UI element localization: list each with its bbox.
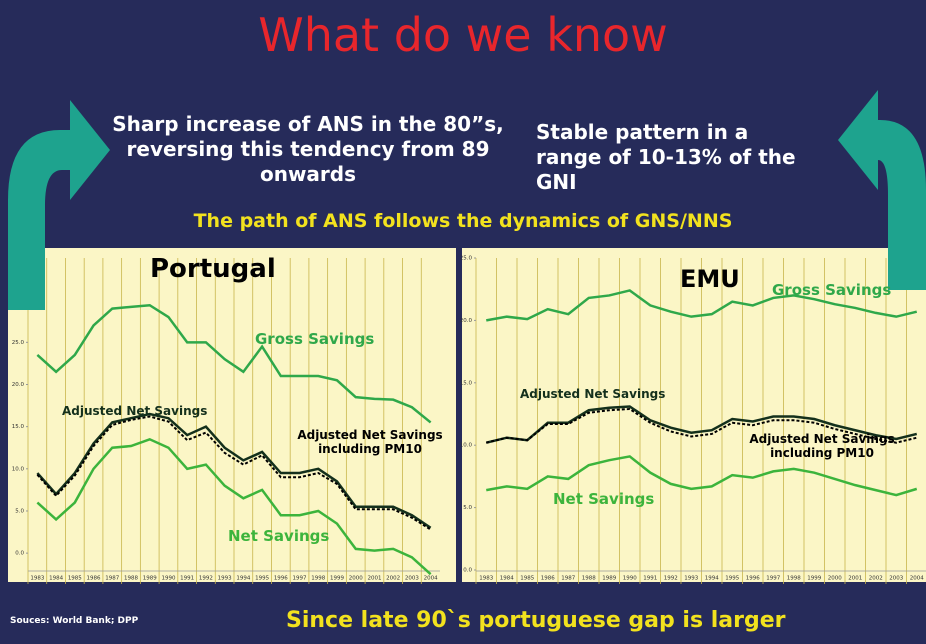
title: What do we know — [258, 8, 668, 62]
x-tick-label: 1983 — [30, 576, 44, 582]
x-tick-label: 1991 — [643, 576, 657, 582]
y-tick-label: 25.0 — [460, 256, 473, 262]
x-tick-label: 1995 — [255, 576, 269, 582]
series-label: Adjusted Net Savings including PM10 — [749, 432, 895, 460]
x-tick-label: 1992 — [199, 576, 213, 582]
series-label: Gross Savings — [255, 330, 375, 348]
x-tick-label: 1999 — [807, 576, 821, 582]
y-tick-label: 10.0 — [12, 466, 25, 472]
x-tick-label: 1996 — [274, 576, 288, 582]
series-label: Adjusted Net Savings — [62, 404, 208, 418]
x-tick-label: 1985 — [68, 576, 82, 582]
source: Souces: World Bank; DPP — [10, 616, 139, 626]
y-tick-label: 20.0 — [460, 318, 473, 324]
y-tick-label: 0.0 — [463, 568, 472, 574]
x-tick-label: 2003 — [889, 576, 903, 582]
x-tick-label: 1986 — [87, 576, 101, 582]
x-tick-label: 2001 — [848, 576, 862, 582]
series-label: Adjusted Net Savings — [520, 387, 666, 401]
series-line — [36, 415, 432, 531]
x-tick-label: 1997 — [766, 576, 780, 582]
x-tick-label: 1990 — [623, 576, 637, 582]
series-line — [36, 437, 432, 576]
series-label: Net Savings — [228, 527, 330, 545]
series-label: Net Savings — [553, 490, 655, 508]
x-tick-label: 1997 — [293, 576, 307, 582]
x-tick-label: 2000 — [349, 576, 363, 582]
conclusion: Since late 90`s portuguese gap is larger — [286, 608, 786, 633]
x-tick-label: 1992 — [664, 576, 678, 582]
x-tick-label: 1984 — [49, 576, 63, 582]
left-note: Sharp increase of ANS in the 80”s, rever… — [112, 112, 504, 186]
x-tick-label: 1989 — [602, 576, 616, 582]
x-tick-label: 1987 — [105, 576, 119, 582]
x-tick-label: 1985 — [520, 576, 534, 582]
x-tick-label: 2004 — [910, 576, 924, 582]
x-tick-label: 2004 — [424, 576, 438, 582]
highlight: The path of ANS follows the dynamics of … — [193, 210, 733, 232]
panel — [462, 248, 926, 582]
x-tick-label: 1998 — [787, 576, 801, 582]
chart-title: EMU — [680, 265, 740, 293]
y-tick-label: 15.0 — [12, 424, 25, 430]
x-tick-label: 1988 — [582, 576, 596, 582]
x-tick-label: 2001 — [367, 576, 381, 582]
series-line — [486, 455, 918, 497]
y-tick-label: 25.0 — [12, 340, 25, 346]
x-tick-label: 1993 — [218, 576, 232, 582]
arrow — [8, 100, 110, 310]
y-tick-label: 5.0 — [15, 508, 24, 514]
x-tick-label: 1988 — [124, 576, 138, 582]
y-tick-label: 20.0 — [12, 382, 25, 388]
series-label: Gross Savings — [772, 281, 892, 299]
y-tick-label: 5.0 — [463, 505, 472, 511]
series-line — [486, 407, 917, 444]
arrow — [838, 90, 926, 290]
y-tick-label: 0.0 — [15, 551, 24, 557]
x-tick-label: 1989 — [143, 576, 157, 582]
x-tick-label: 1995 — [725, 576, 739, 582]
chart-title: Portugal — [150, 254, 276, 284]
series-line — [36, 303, 432, 424]
x-tick-label: 1986 — [541, 576, 555, 582]
series-line — [36, 412, 432, 529]
series-label: Adjusted Net Savings including PM10 — [297, 428, 443, 456]
x-tick-label: 1999 — [330, 576, 344, 582]
x-tick-label: 1994 — [236, 576, 250, 582]
x-tick-label: 1983 — [479, 576, 493, 582]
x-tick-label: 2002 — [386, 576, 400, 582]
panel — [8, 248, 456, 582]
x-tick-label: 1987 — [561, 576, 575, 582]
x-tick-label: 2002 — [869, 576, 883, 582]
x-tick-label: 1998 — [311, 576, 325, 582]
x-tick-label: 2000 — [828, 576, 842, 582]
x-tick-label: 1990 — [161, 576, 175, 582]
y-tick-label: 10.0 — [460, 443, 473, 449]
series-line — [486, 289, 918, 322]
charts: 1983 1984 1985 1986 1987 1988 1989 1990 1991 1992… — [12, 256, 926, 584]
y-tick-label: 15.0 — [460, 380, 473, 386]
x-tick-label: 1994 — [705, 576, 719, 582]
series-line — [485, 405, 918, 444]
right-note: Stable pattern in a range of 10-13% of t… — [536, 120, 796, 194]
x-tick-label: 1993 — [684, 576, 698, 582]
x-tick-label: 1996 — [746, 576, 760, 582]
x-tick-label: 1991 — [180, 576, 194, 582]
x-tick-label: 2003 — [405, 576, 419, 582]
x-tick-label: 1984 — [500, 576, 514, 582]
